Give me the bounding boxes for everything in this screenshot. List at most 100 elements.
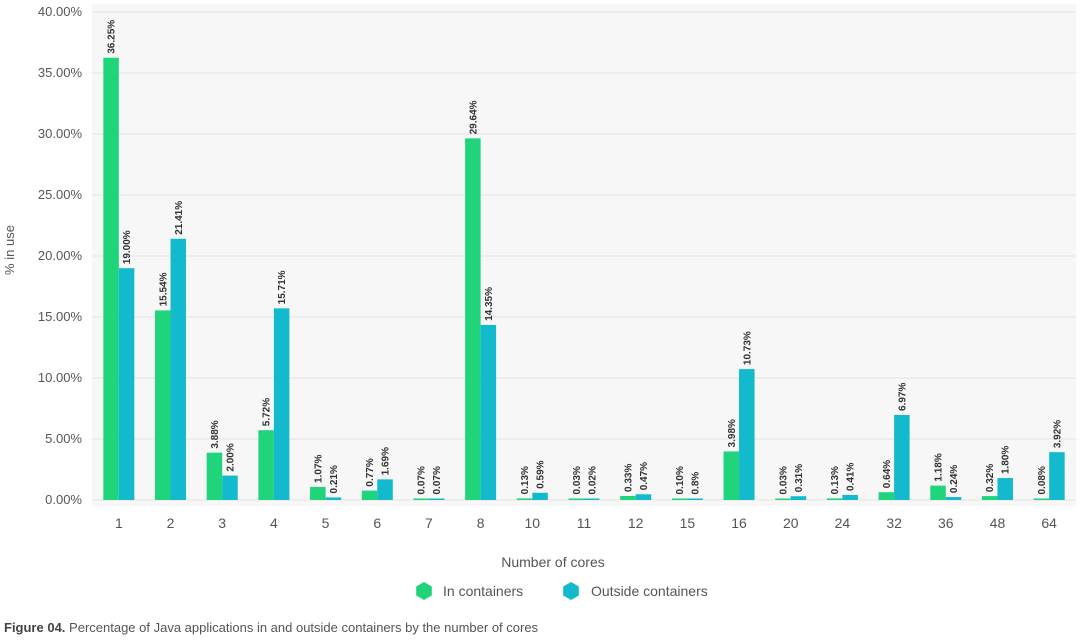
legend-swatch-in-containers xyxy=(416,582,432,600)
bar-outside-containers[interactable] xyxy=(273,308,290,500)
x-tick-label: 1 xyxy=(115,515,123,531)
bar-outside-containers[interactable] xyxy=(635,494,652,500)
bar-outside-containers[interactable] xyxy=(428,498,445,501)
bar-in-containers[interactable] xyxy=(361,490,378,500)
legend-item-in-containers[interactable]: In containers xyxy=(416,582,523,600)
bar-outside-containers[interactable] xyxy=(377,479,393,500)
bar-outside-containers[interactable] xyxy=(790,496,807,500)
data-label: 3.98% xyxy=(727,419,738,447)
gridlines xyxy=(92,11,1076,501)
data-label: 19.00% xyxy=(122,230,133,264)
data-label: 0.59% xyxy=(536,460,547,488)
data-label: 0.08% xyxy=(1037,466,1048,494)
data-label: 0.13% xyxy=(830,466,841,494)
y-tick-label: 0.00% xyxy=(45,492,82,507)
bar-outside-containers[interactable] xyxy=(118,268,135,500)
data-label: 0.8% xyxy=(691,472,702,495)
bar-in-containers[interactable] xyxy=(155,310,171,500)
bar-in-containers[interactable] xyxy=(878,492,895,500)
x-tick-label: 2 xyxy=(167,515,175,531)
legend-label-outside-containers: Outside containers xyxy=(591,583,708,599)
bar-in-containers[interactable] xyxy=(258,430,274,500)
bar-outside-containers[interactable] xyxy=(170,238,187,500)
legend: In containers Outside containers xyxy=(416,582,708,600)
bar-outside-containers[interactable] xyxy=(1049,452,1065,500)
y-tick-label: 5.00% xyxy=(45,431,82,446)
bar-outside-containers[interactable] xyxy=(480,324,497,500)
data-label: 1.07% xyxy=(313,454,324,482)
data-label: 0.31% xyxy=(794,464,805,492)
legend-item-outside-containers[interactable]: Outside containers xyxy=(563,582,708,600)
data-label: 15.54% xyxy=(158,272,169,306)
bar-in-containers[interactable] xyxy=(1033,498,1050,501)
bar-in-containers[interactable] xyxy=(981,496,998,500)
bar-outside-containers[interactable] xyxy=(997,478,1013,500)
plot-area xyxy=(92,4,1076,506)
x-tick-label: 15 xyxy=(680,515,696,531)
x-tick-label: 20 xyxy=(783,515,799,531)
data-label: 15.71% xyxy=(277,270,288,304)
figure-label: Figure 04. xyxy=(4,620,66,635)
data-label: 36.25% xyxy=(107,20,118,54)
bar-in-containers[interactable] xyxy=(516,498,533,500)
data-label: 0.03% xyxy=(572,466,583,494)
bar-in-containers[interactable] xyxy=(206,452,223,500)
bar-outside-containers[interactable] xyxy=(687,498,703,501)
bar-outside-containers[interactable] xyxy=(532,492,548,500)
bar-outside-containers[interactable] xyxy=(945,497,962,500)
data-label: 0.03% xyxy=(778,466,789,494)
data-label: 3.92% xyxy=(1052,420,1063,448)
x-tick-label: 8 xyxy=(477,515,485,531)
y-axis-ticks: 0.00% 5.00% 10.00% 15.00% 20.00% 25.00% 30.00%… xyxy=(38,4,83,507)
x-tick-label: 32 xyxy=(886,515,902,531)
bar-outside-containers[interactable] xyxy=(325,497,342,500)
data-label: 0.64% xyxy=(882,460,893,488)
bar-in-containers[interactable] xyxy=(620,495,636,500)
x-tick-label: 3 xyxy=(218,515,226,531)
data-label: 3.88% xyxy=(210,420,221,448)
legend-label-in-containers: In containers xyxy=(443,583,523,599)
bar-in-containers[interactable] xyxy=(310,486,326,500)
bar-in-containers[interactable] xyxy=(465,138,481,500)
bar-outside-containers[interactable] xyxy=(222,475,238,500)
data-label: 21.41% xyxy=(174,201,185,235)
data-label: 14.35% xyxy=(484,287,495,321)
bar-outside-containers[interactable] xyxy=(584,498,600,501)
y-tick-label: 10.00% xyxy=(38,370,83,385)
bars xyxy=(103,57,1065,501)
y-tick-label: 40.00% xyxy=(38,4,83,19)
data-label: 1.18% xyxy=(934,453,945,481)
data-label: 1.80% xyxy=(1001,446,1012,474)
bar-outside-containers[interactable] xyxy=(739,369,755,500)
bar-outside-containers[interactable] xyxy=(842,494,858,500)
bar-in-containers[interactable] xyxy=(413,498,429,501)
data-label: 0.07% xyxy=(432,466,443,494)
bar-in-containers[interactable] xyxy=(671,498,688,501)
data-label: 0.10% xyxy=(675,466,686,494)
data-label: 29.64% xyxy=(468,100,479,134)
bar-outside-containers[interactable] xyxy=(894,414,910,500)
bar-in-containers[interactable] xyxy=(568,498,585,501)
data-label: 1.69% xyxy=(381,447,392,475)
x-tick-label: 10 xyxy=(525,515,541,531)
data-label: 2.00% xyxy=(225,443,236,471)
bar-in-containers[interactable] xyxy=(930,485,946,500)
bar-in-containers[interactable] xyxy=(723,451,740,500)
data-label: 0.13% xyxy=(520,466,531,494)
x-tick-label: 11 xyxy=(577,515,592,531)
x-tick-label: 12 xyxy=(628,515,644,531)
x-tick-label: 36 xyxy=(938,515,954,531)
data-label: 0.47% xyxy=(639,462,650,490)
x-tick-label: 4 xyxy=(270,515,278,531)
data-label: 0.21% xyxy=(329,465,340,493)
bar-in-containers[interactable] xyxy=(826,498,843,500)
data-label: 0.24% xyxy=(949,465,960,493)
bar-in-containers[interactable] xyxy=(775,498,791,501)
bar-in-containers[interactable] xyxy=(103,57,119,500)
data-label: 6.97% xyxy=(897,383,908,411)
y-tick-label: 30.00% xyxy=(38,126,83,141)
x-tick-label: 6 xyxy=(373,515,381,531)
data-label: 0.77% xyxy=(365,458,376,486)
data-label: 0.32% xyxy=(985,464,996,492)
